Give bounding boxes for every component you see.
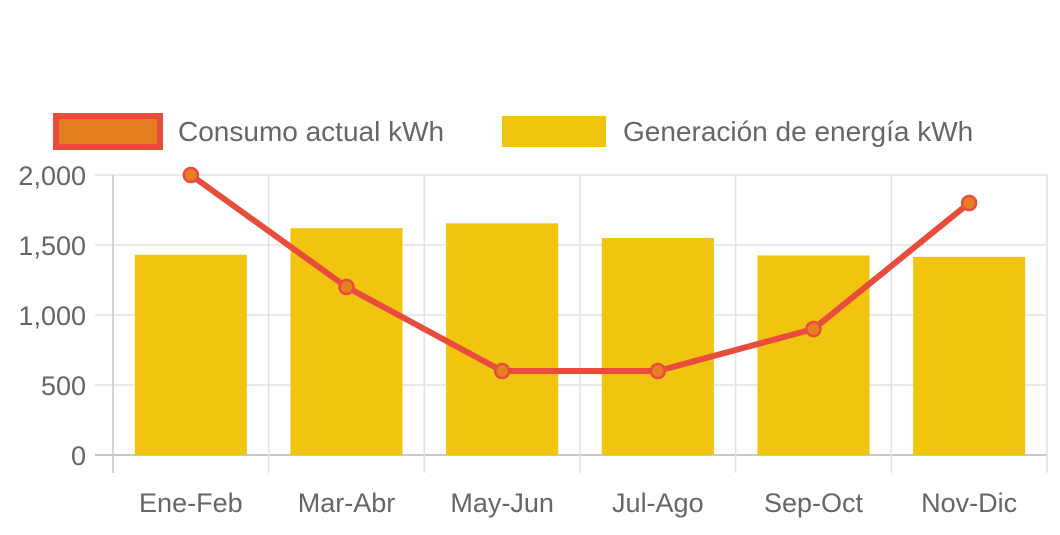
bar bbox=[601, 238, 714, 455]
bar bbox=[134, 254, 247, 455]
bar bbox=[757, 255, 870, 455]
x-axis: Ene-Feb Mar-Abr May-Jun Jul-Ago Sep-Oct Nov-D… bbox=[139, 488, 1017, 518]
legend-swatch-generacion bbox=[502, 116, 606, 147]
legend-swatch-consumo bbox=[53, 113, 163, 150]
y-tick-label: 0 bbox=[71, 441, 86, 471]
x-tick-label: Jul-Ago bbox=[612, 488, 704, 518]
legend: Consumo actual kWh Generación de energía … bbox=[53, 113, 973, 150]
line-point bbox=[805, 320, 822, 338]
legend-label-consumo: Consumo actual kWh bbox=[178, 116, 444, 147]
y-tick-label: 1,500 bbox=[18, 231, 86, 261]
x-tick-label: Nov-Dic bbox=[921, 488, 1017, 518]
line-point bbox=[649, 362, 667, 380]
y-tick-label: 2,000 bbox=[18, 161, 86, 191]
y-axis: 0 500 1,000 1,500 2,000 bbox=[18, 161, 86, 471]
legend-label-generacion: Generación de energía kWh bbox=[623, 116, 973, 147]
line-point bbox=[338, 278, 355, 296]
grid bbox=[95, 174, 1048, 473]
x-tick-label: Mar-Abr bbox=[298, 488, 396, 518]
x-tick-label: Sep-Oct bbox=[764, 488, 864, 518]
series-line bbox=[189, 172, 972, 374]
y-tick-label: 500 bbox=[41, 371, 86, 401]
x-tick-label: May-Jun bbox=[450, 488, 554, 518]
line-series bbox=[182, 166, 978, 380]
x-tick-label: Ene-Feb bbox=[139, 488, 243, 518]
y-tick-label: 1,000 bbox=[18, 301, 86, 331]
bar-series bbox=[134, 223, 1026, 455]
line-point bbox=[960, 194, 978, 212]
line-point bbox=[493, 362, 511, 380]
bar bbox=[913, 256, 1026, 455]
line-point bbox=[182, 166, 200, 184]
bar bbox=[290, 228, 403, 455]
bar bbox=[446, 223, 559, 455]
